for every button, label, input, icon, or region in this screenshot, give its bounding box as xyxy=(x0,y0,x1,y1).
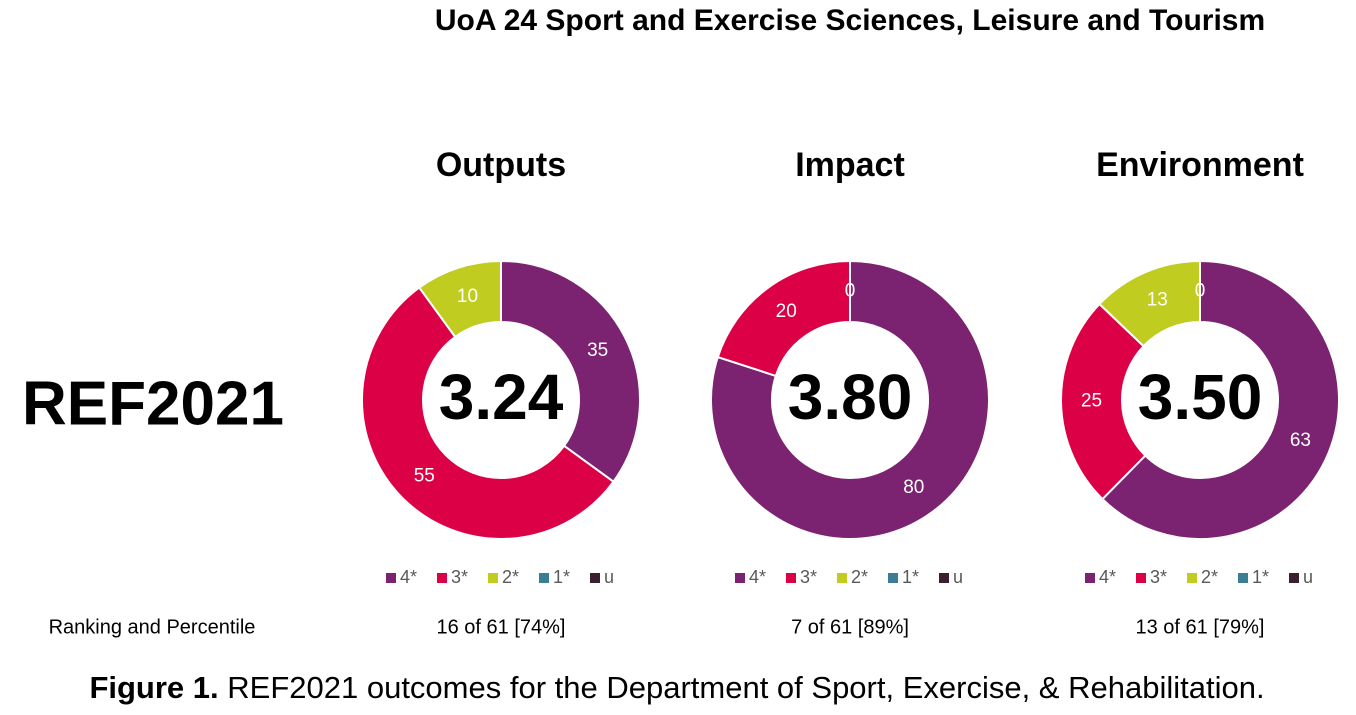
row-label: Ranking and Percentile xyxy=(49,616,256,638)
chart-title: Outputs xyxy=(436,146,566,184)
donut-segment xyxy=(500,259,641,484)
legend-swatch xyxy=(939,573,949,583)
ranking: 16 of 61 [74%] xyxy=(437,616,566,638)
legend-label: 4* xyxy=(400,567,417,587)
legend-swatch xyxy=(590,573,600,583)
legend-label: u xyxy=(604,567,614,587)
caption-text: REF2021 outcomes for the Department of S… xyxy=(227,670,1264,705)
data-label: 10 xyxy=(457,286,478,307)
side-label: REF2021 xyxy=(22,369,284,438)
legend-label: 2* xyxy=(851,567,868,587)
legend-swatch xyxy=(888,573,898,583)
legend-swatch xyxy=(437,573,447,583)
data-label: 80 xyxy=(903,477,924,498)
legend-swatch xyxy=(386,573,396,583)
center-label: 3.80 xyxy=(788,361,913,433)
data-label: 55 xyxy=(414,466,435,487)
data-label: 35 xyxy=(587,340,608,361)
center-label: 3.24 xyxy=(439,361,564,433)
caption-label: Figure 1. xyxy=(89,670,218,705)
donut-segment xyxy=(1060,302,1147,501)
legend-swatch xyxy=(1238,573,1248,583)
legend-label: 2* xyxy=(502,567,519,587)
caption: Figure 1. REF2021 outcomes for the Depar… xyxy=(89,670,1264,705)
data-label: 20 xyxy=(776,301,797,322)
data-label: 13 xyxy=(1147,289,1168,310)
legend-label: 4* xyxy=(749,567,766,587)
donut-segment xyxy=(361,286,615,540)
center-label: 3.50 xyxy=(1138,361,1263,433)
chart-title: Environment xyxy=(1096,146,1304,184)
ranking: 7 of 61 [89%] xyxy=(791,616,909,638)
legend-swatch xyxy=(539,573,549,583)
legend-label: 2* xyxy=(1201,567,1218,587)
legend-label: 3* xyxy=(1150,567,1167,587)
legend-label: 1* xyxy=(553,567,570,587)
donut-segment xyxy=(1101,259,1340,540)
legend-label: u xyxy=(1303,567,1313,587)
legend-label: 1* xyxy=(902,567,919,587)
data-label: 25 xyxy=(1081,391,1102,412)
chart-title: Impact xyxy=(795,146,905,184)
data-label: 63 xyxy=(1290,430,1311,451)
ranking: 13 of 61 [79%] xyxy=(1136,616,1265,638)
main-title: UoA 24 Sport and Exercise Sciences, Leis… xyxy=(435,4,1265,37)
legend-swatch xyxy=(1187,573,1197,583)
legend-swatch xyxy=(488,573,498,583)
legend-label: 1* xyxy=(1252,567,1269,587)
donut-segment xyxy=(417,259,502,339)
legend-swatch xyxy=(1289,573,1299,583)
data-label: 0 xyxy=(1195,281,1206,302)
legend-label: 4* xyxy=(1099,567,1116,587)
legend-label: u xyxy=(953,567,963,587)
legend-label: 3* xyxy=(451,567,468,587)
legend-swatch xyxy=(837,573,847,583)
legend-swatch xyxy=(786,573,796,583)
legend-label: 3* xyxy=(800,567,817,587)
legend-swatch xyxy=(1136,573,1146,583)
legend-swatch xyxy=(1085,573,1095,583)
legend-swatch xyxy=(735,573,745,583)
data-label: 0 xyxy=(845,281,856,302)
donut-segment xyxy=(710,259,990,540)
